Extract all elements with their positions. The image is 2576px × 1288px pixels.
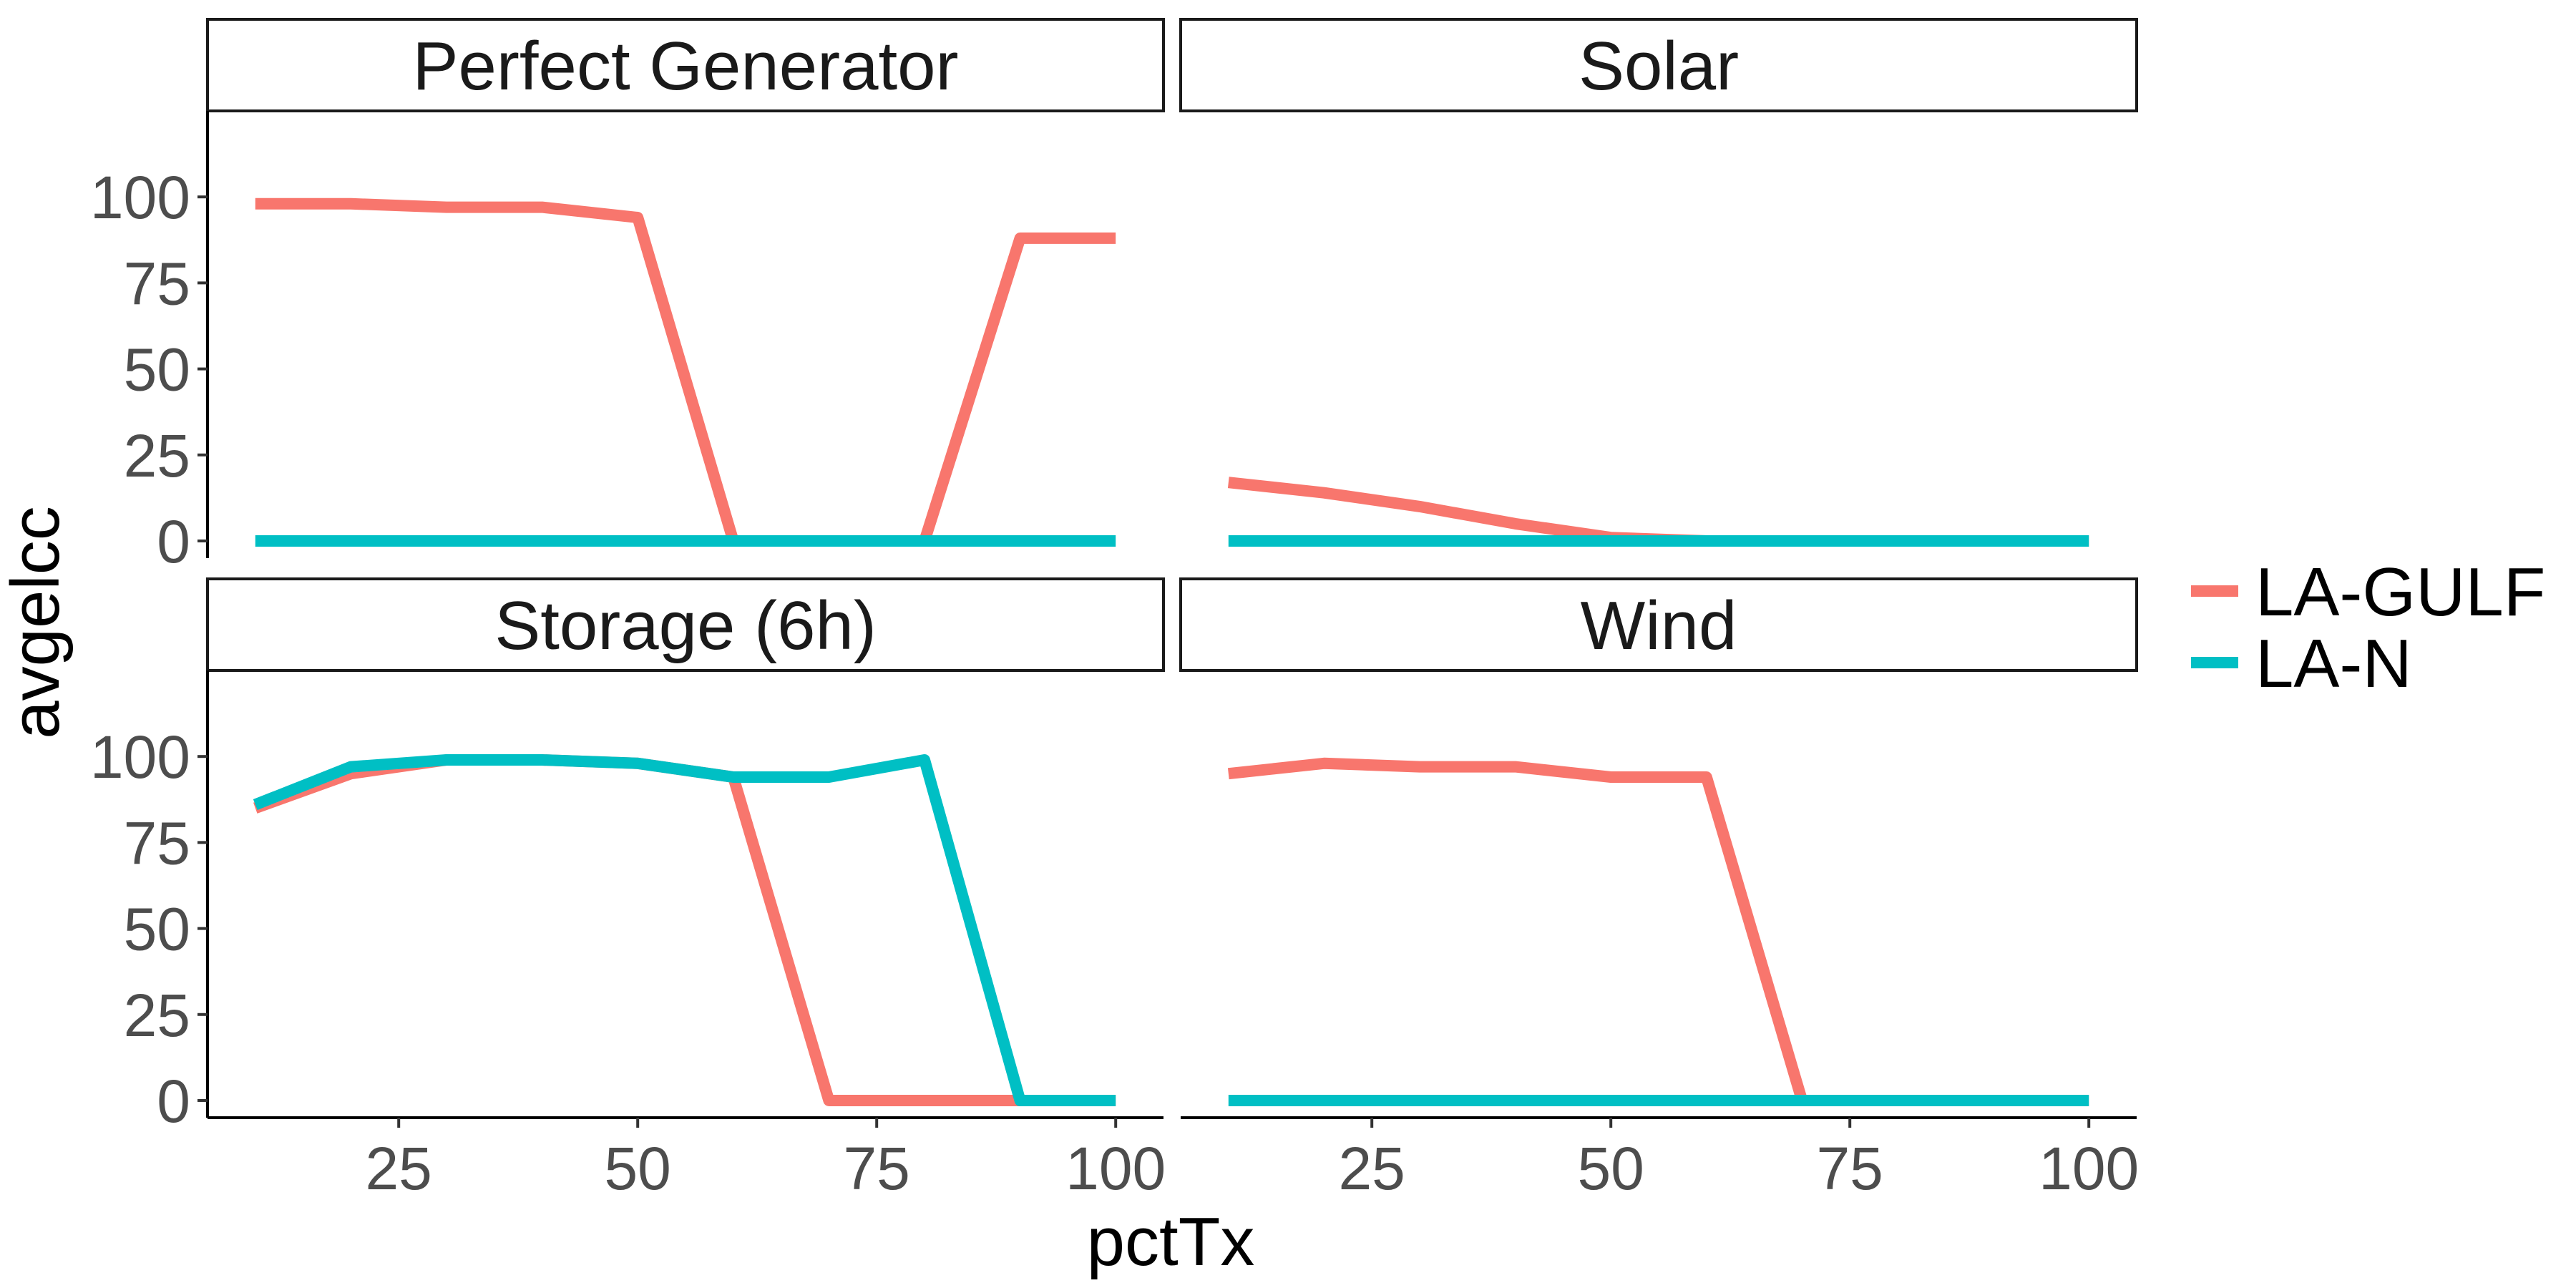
x-tick-label: 25: [365, 1135, 431, 1202]
series-line-la-n-storage-6h: [253, 754, 1116, 1106]
series-line-la-gulf-perfect-generator: [255, 197, 1116, 547]
panel-storage-6h: Storage (6h): [206, 577, 1165, 1106]
y-axis-title: avgelcc: [0, 506, 74, 739]
series-line-la-gulf-storage-6h: [253, 754, 1116, 1106]
legend-label-la-gulf: LA-GULF: [2255, 554, 2545, 630]
series-line-la-gulf-solar: [1227, 477, 2089, 547]
y-tick-label: 100: [90, 164, 190, 231]
facet-strip-solar: [1179, 18, 2138, 112]
x-tick-label: 100: [1065, 1135, 1166, 1202]
x-axis-title: pctTx: [1087, 1204, 1255, 1280]
y-tick-label: 50: [124, 896, 190, 963]
panel-solar: Solar: [1179, 18, 2138, 547]
panel-wind: Wind: [1179, 577, 2138, 1106]
facet-strip-storage-6h: [206, 577, 1165, 672]
facet-title-storage-6h: Storage (6h): [494, 587, 877, 664]
y-tick-label: 75: [124, 809, 190, 877]
x-tick-label: 25: [1338, 1135, 1405, 1202]
panel-perfect-generator: Perfect Generator: [206, 18, 1165, 547]
y-tick-label: 50: [124, 336, 190, 404]
x-tick-label: 75: [1816, 1135, 1883, 1202]
facet-title-wind: Wind: [1581, 587, 1737, 664]
y-tick-label: 100: [90, 723, 190, 791]
facet-title-perfect-generator: Perfect Generator: [412, 28, 958, 104]
facet-strip-wind: [1179, 577, 2138, 672]
y-tick-label: 0: [157, 508, 190, 575]
facet-title-solar: Solar: [1579, 28, 1739, 104]
x-tick-label: 100: [2039, 1135, 2139, 1202]
y-tick-label: 25: [124, 422, 190, 489]
x-tick-label: 50: [604, 1135, 670, 1202]
legend-label-la-n: LA-N: [2255, 625, 2412, 702]
facet-strip-perfect-generator: [206, 18, 1165, 112]
y-tick-label: 25: [124, 982, 190, 1049]
x-tick-label: 50: [1577, 1135, 1644, 1202]
y-tick-label: 0: [157, 1068, 190, 1135]
series-line-la-gulf-wind: [1227, 757, 2089, 1106]
x-tick-label: 75: [843, 1135, 909, 1202]
y-tick-label: 75: [124, 250, 190, 317]
